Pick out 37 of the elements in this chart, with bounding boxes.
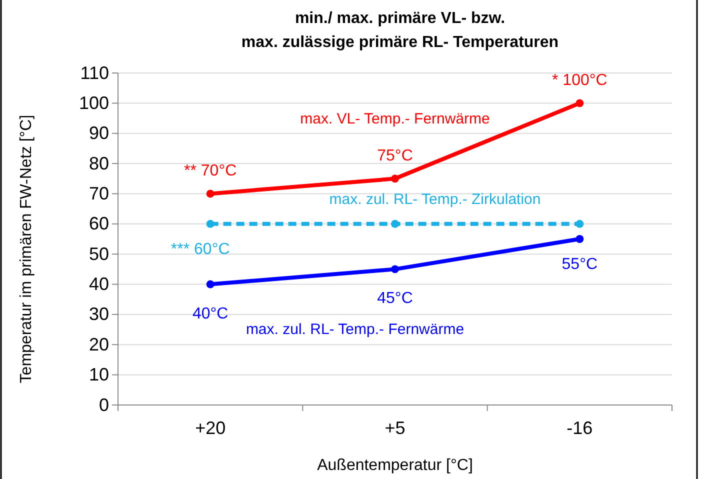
data-label: 45°C [377, 290, 413, 308]
x-axis-title: Außentemperatur [°C] [317, 457, 473, 474]
y-tick-label: 20 [88, 334, 109, 354]
y-tick-label: 40 [88, 274, 109, 294]
y-tick-label: 100 [78, 92, 109, 113]
y-tick-label: 50 [88, 244, 109, 264]
point [206, 190, 214, 198]
x-tick-label: +20 [195, 418, 226, 438]
data-label: 40°C [192, 305, 228, 322]
point [206, 220, 214, 228]
point [576, 99, 584, 108]
y-tick-label: 30 [88, 304, 109, 324]
y-tick-label: 60 [88, 214, 109, 234]
x-tick-label: +5 [384, 418, 406, 438]
y-tick-label: 80 [88, 153, 109, 174]
y-tick-label: 90 [88, 123, 109, 144]
data-label: 55°C [562, 256, 598, 273]
chart-title: min./ max. primäre VL- bzw. max. zulässige primäre RL- Temperaturen [241, 10, 559, 51]
text: max. zul. RL- Temp.- Fernwärme [246, 321, 464, 338]
point [576, 220, 584, 228]
data-label: * 100°C [552, 72, 608, 90]
point [391, 265, 399, 274]
series-label: max. zul. RL- Temp.- Zirkulation [329, 190, 541, 208]
y-tick-label: 70 [88, 183, 109, 204]
point [391, 174, 399, 183]
y-tick-label: 10 [88, 364, 109, 385]
y-tick-label: 0 [98, 394, 109, 415]
data-label: *** 60°C [170, 240, 230, 258]
point [206, 280, 214, 288]
y-tick-label: 110 [80, 62, 109, 83]
data-label: ** 70°C [184, 162, 237, 180]
point [391, 220, 399, 228]
point [576, 235, 584, 243]
data-label: 75°C [377, 148, 413, 165]
x-tick-label: -16 [566, 418, 593, 438]
y-axis-title: Temperatur im primären FW-Netz [°C] [18, 114, 35, 384]
series-label: max. VL- Temp.- Fernwärme [300, 110, 490, 128]
